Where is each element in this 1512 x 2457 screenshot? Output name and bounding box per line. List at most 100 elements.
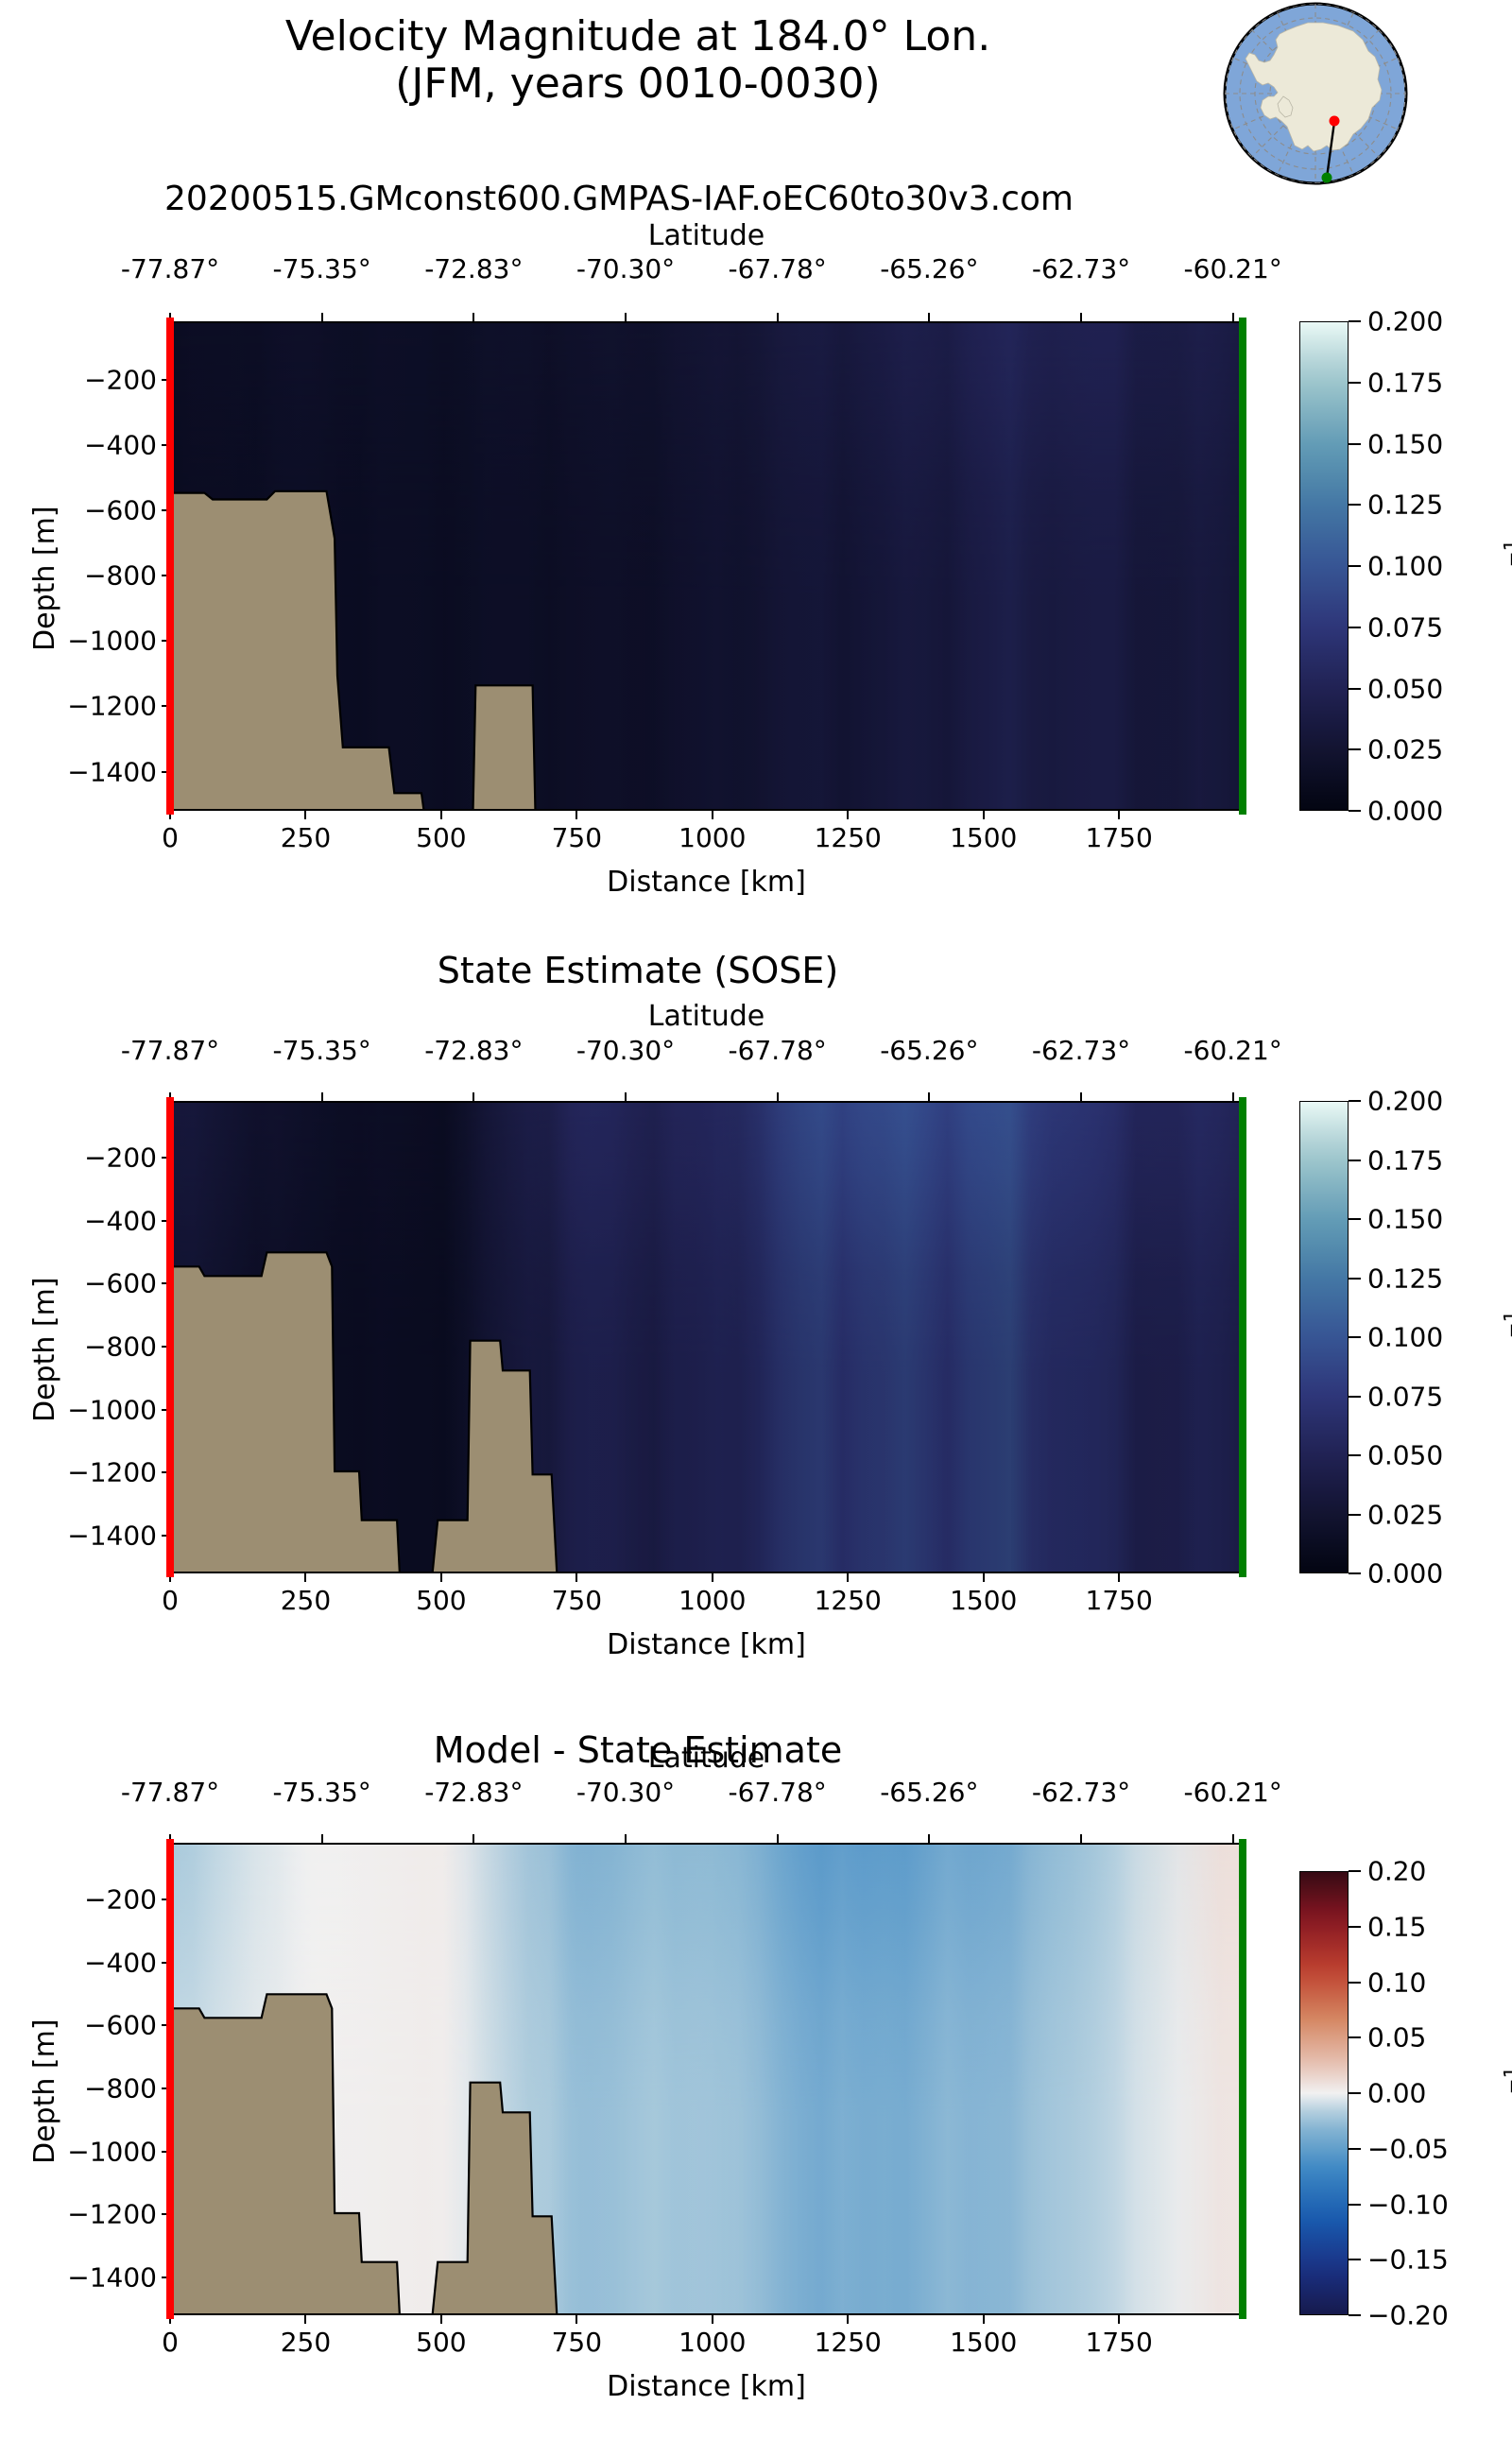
distance-tick-model-3: 750 (551, 822, 603, 853)
plot-axes-difference (170, 1843, 1243, 2315)
transect-start-edge-sose (166, 1097, 174, 1577)
latitude-tick-difference-7: -60.21° (1183, 1777, 1282, 1808)
plot-axes-model (170, 321, 1243, 811)
distance-tick-sose-0: 0 (162, 1585, 179, 1616)
distance-tickmark-model-0 (169, 811, 171, 819)
depth-tick-sose-4: −1000 (67, 1394, 157, 1426)
distance-tick-sose-2: 500 (416, 1585, 467, 1616)
latitude-tickmark-model-7 (1231, 313, 1234, 321)
colorbar-unit-base-difference: m s (1503, 2094, 1512, 2142)
colorbar-unit-model: m s−1 (1500, 540, 1512, 615)
depth-tick-difference-4: −1000 (67, 2136, 157, 2168)
distance-tickmark-sose-0 (169, 1573, 171, 1582)
depth-tickmark-sose-1 (162, 1219, 170, 1222)
antarctica-landmass (1245, 22, 1383, 152)
latitude-tick-sose-4: -67.78° (728, 1035, 827, 1066)
depth-tickmark-difference-3 (162, 2088, 170, 2089)
distance-tick-model-4: 1000 (679, 822, 747, 853)
depth-tickmark-difference-1 (162, 1961, 170, 1964)
colorbar-unit-exponent-sose: −1 (1500, 1310, 1512, 1339)
depth-tick-sose-2: −600 (84, 1267, 157, 1299)
latitude-tickmark-sose-1 (320, 1092, 323, 1101)
distance-tick-difference-3: 750 (551, 2327, 603, 2358)
depth-tickmark-difference-2 (162, 2024, 170, 2027)
figure-title-line1: Velocity Magnitude at 184.0° Lon. (284, 12, 991, 60)
depth-tick-model-2: −600 (84, 494, 157, 526)
colorbar-tick-sose-5: 0.075 (1367, 1381, 1444, 1412)
distance-tickmark-model-7 (1118, 811, 1121, 819)
depth-tickmark-sose-4 (162, 1408, 170, 1411)
bathymetry-sose (172, 1251, 558, 1572)
colorbar-tickmark-sose-0 (1349, 1100, 1361, 1102)
latitude-tick-model-4: -67.78° (728, 253, 827, 284)
distance-tick-difference-1: 250 (280, 2327, 332, 2358)
colorbar-tick-sose-6: 0.050 (1367, 1439, 1444, 1471)
colorbar-tickmark-difference-7 (1349, 2259, 1361, 2261)
depth-tickmark-model-5 (162, 705, 170, 708)
colorbar-tick-difference-2: 0.10 (1367, 1967, 1427, 1998)
colorbar-unit-base-sose: m s (1503, 1338, 1512, 1386)
distance-tick-sose-6: 1500 (950, 1585, 1018, 1616)
colorbar-tickmark-difference-6 (1349, 2203, 1361, 2206)
colorbar-tick-sose-0: 0.200 (1367, 1085, 1444, 1117)
distance-tickmark-difference-0 (169, 2315, 171, 2324)
distance-tickmark-sose-7 (1118, 1573, 1121, 1582)
colorbar-tick-model-4: 0.100 (1367, 550, 1444, 582)
latitude-tick-sose-6: -62.73° (1031, 1035, 1131, 1066)
colorbar-tick-difference-0: 0.20 (1367, 1855, 1427, 1887)
colorbar-tick-sose-8: 0.000 (1367, 1557, 1444, 1589)
latitude-tickmark-difference-4 (776, 1834, 779, 1843)
colorbar-tickmark-difference-8 (1349, 2314, 1361, 2316)
colorbar-tickmark-difference-2 (1349, 1981, 1361, 1984)
distance-tickmark-model-1 (304, 811, 307, 819)
colorbar-tick-difference-3: 0.05 (1367, 2021, 1427, 2053)
depth-tick-difference-5: −1200 (67, 2198, 157, 2230)
distance-tickmark-sose-4 (711, 1573, 713, 1582)
depth-tick-model-3: −800 (84, 559, 157, 592)
distance-tick-model-2: 500 (416, 822, 467, 853)
depth-tickmark-sose-2 (162, 1282, 170, 1285)
depth-tick-model-4: −1000 (67, 625, 157, 657)
latitude-tickmark-model-0 (169, 313, 171, 321)
distance-tick-sose-5: 1250 (814, 1585, 882, 1616)
distance-tick-difference-0: 0 (162, 2327, 179, 2358)
transect-end-marker (1321, 172, 1332, 183)
latitude-tickmark-difference-3 (625, 1834, 627, 1843)
distance-tickmark-model-5 (847, 811, 850, 819)
latitude-tickmark-difference-2 (472, 1834, 475, 1843)
depth-tick-sose-6: −1400 (67, 1520, 157, 1552)
depth-tick-difference-3: −800 (84, 2072, 157, 2105)
bathymetry-polygon-sose (172, 1251, 558, 1572)
latitude-tickmark-difference-0 (169, 1834, 171, 1843)
colorbar-tick-model-2: 0.150 (1367, 428, 1444, 459)
depth-tick-sose-0: −200 (84, 1142, 157, 1174)
colorbar-tickmark-model-1 (1349, 381, 1361, 384)
colorbar-tickmark-difference-3 (1349, 2036, 1361, 2039)
transect-end-edge-sose (1239, 1097, 1246, 1577)
transect-end-edge-difference (1239, 1839, 1246, 2319)
depth-axis-label-model: Depth [m] (28, 506, 61, 651)
latitude-tickmark-difference-1 (320, 1834, 323, 1843)
latitude-tickmark-model-6 (1080, 313, 1082, 321)
depth-tick-difference-0: −200 (84, 1883, 157, 1916)
panel-title-sose: State Estimate (SOSE) (437, 950, 839, 991)
latitude-tick-sose-3: -70.30° (576, 1035, 676, 1066)
graticule-group (1225, 4, 1406, 183)
plot-axes-sose (170, 1101, 1243, 1573)
distance-tickmark-difference-3 (576, 2315, 578, 2324)
bathymetry-polygon-model (172, 490, 537, 809)
colorbar-difference (1299, 1871, 1349, 2315)
latitude-tickmark-model-3 (625, 313, 627, 321)
latitude-tick-difference-1: -75.35° (272, 1777, 371, 1808)
distance-axis-label-model: Distance [km] (607, 866, 806, 899)
colorbar-tickmark-model-2 (1349, 442, 1361, 445)
distance-axis-label-difference: Distance [km] (607, 2370, 806, 2403)
latitude-tickmark-difference-6 (1080, 1834, 1082, 1843)
colorbar-tick-model-5: 0.075 (1367, 611, 1444, 644)
colorbar-unit-difference: m s−1 (1500, 2067, 1512, 2142)
transect-start-edge-difference (166, 1839, 174, 2319)
colorbar-tickmark-model-0 (1349, 320, 1361, 322)
latitude-tick-model-0: -77.87° (120, 253, 220, 284)
depth-tickmark-difference-0 (162, 1899, 170, 1900)
